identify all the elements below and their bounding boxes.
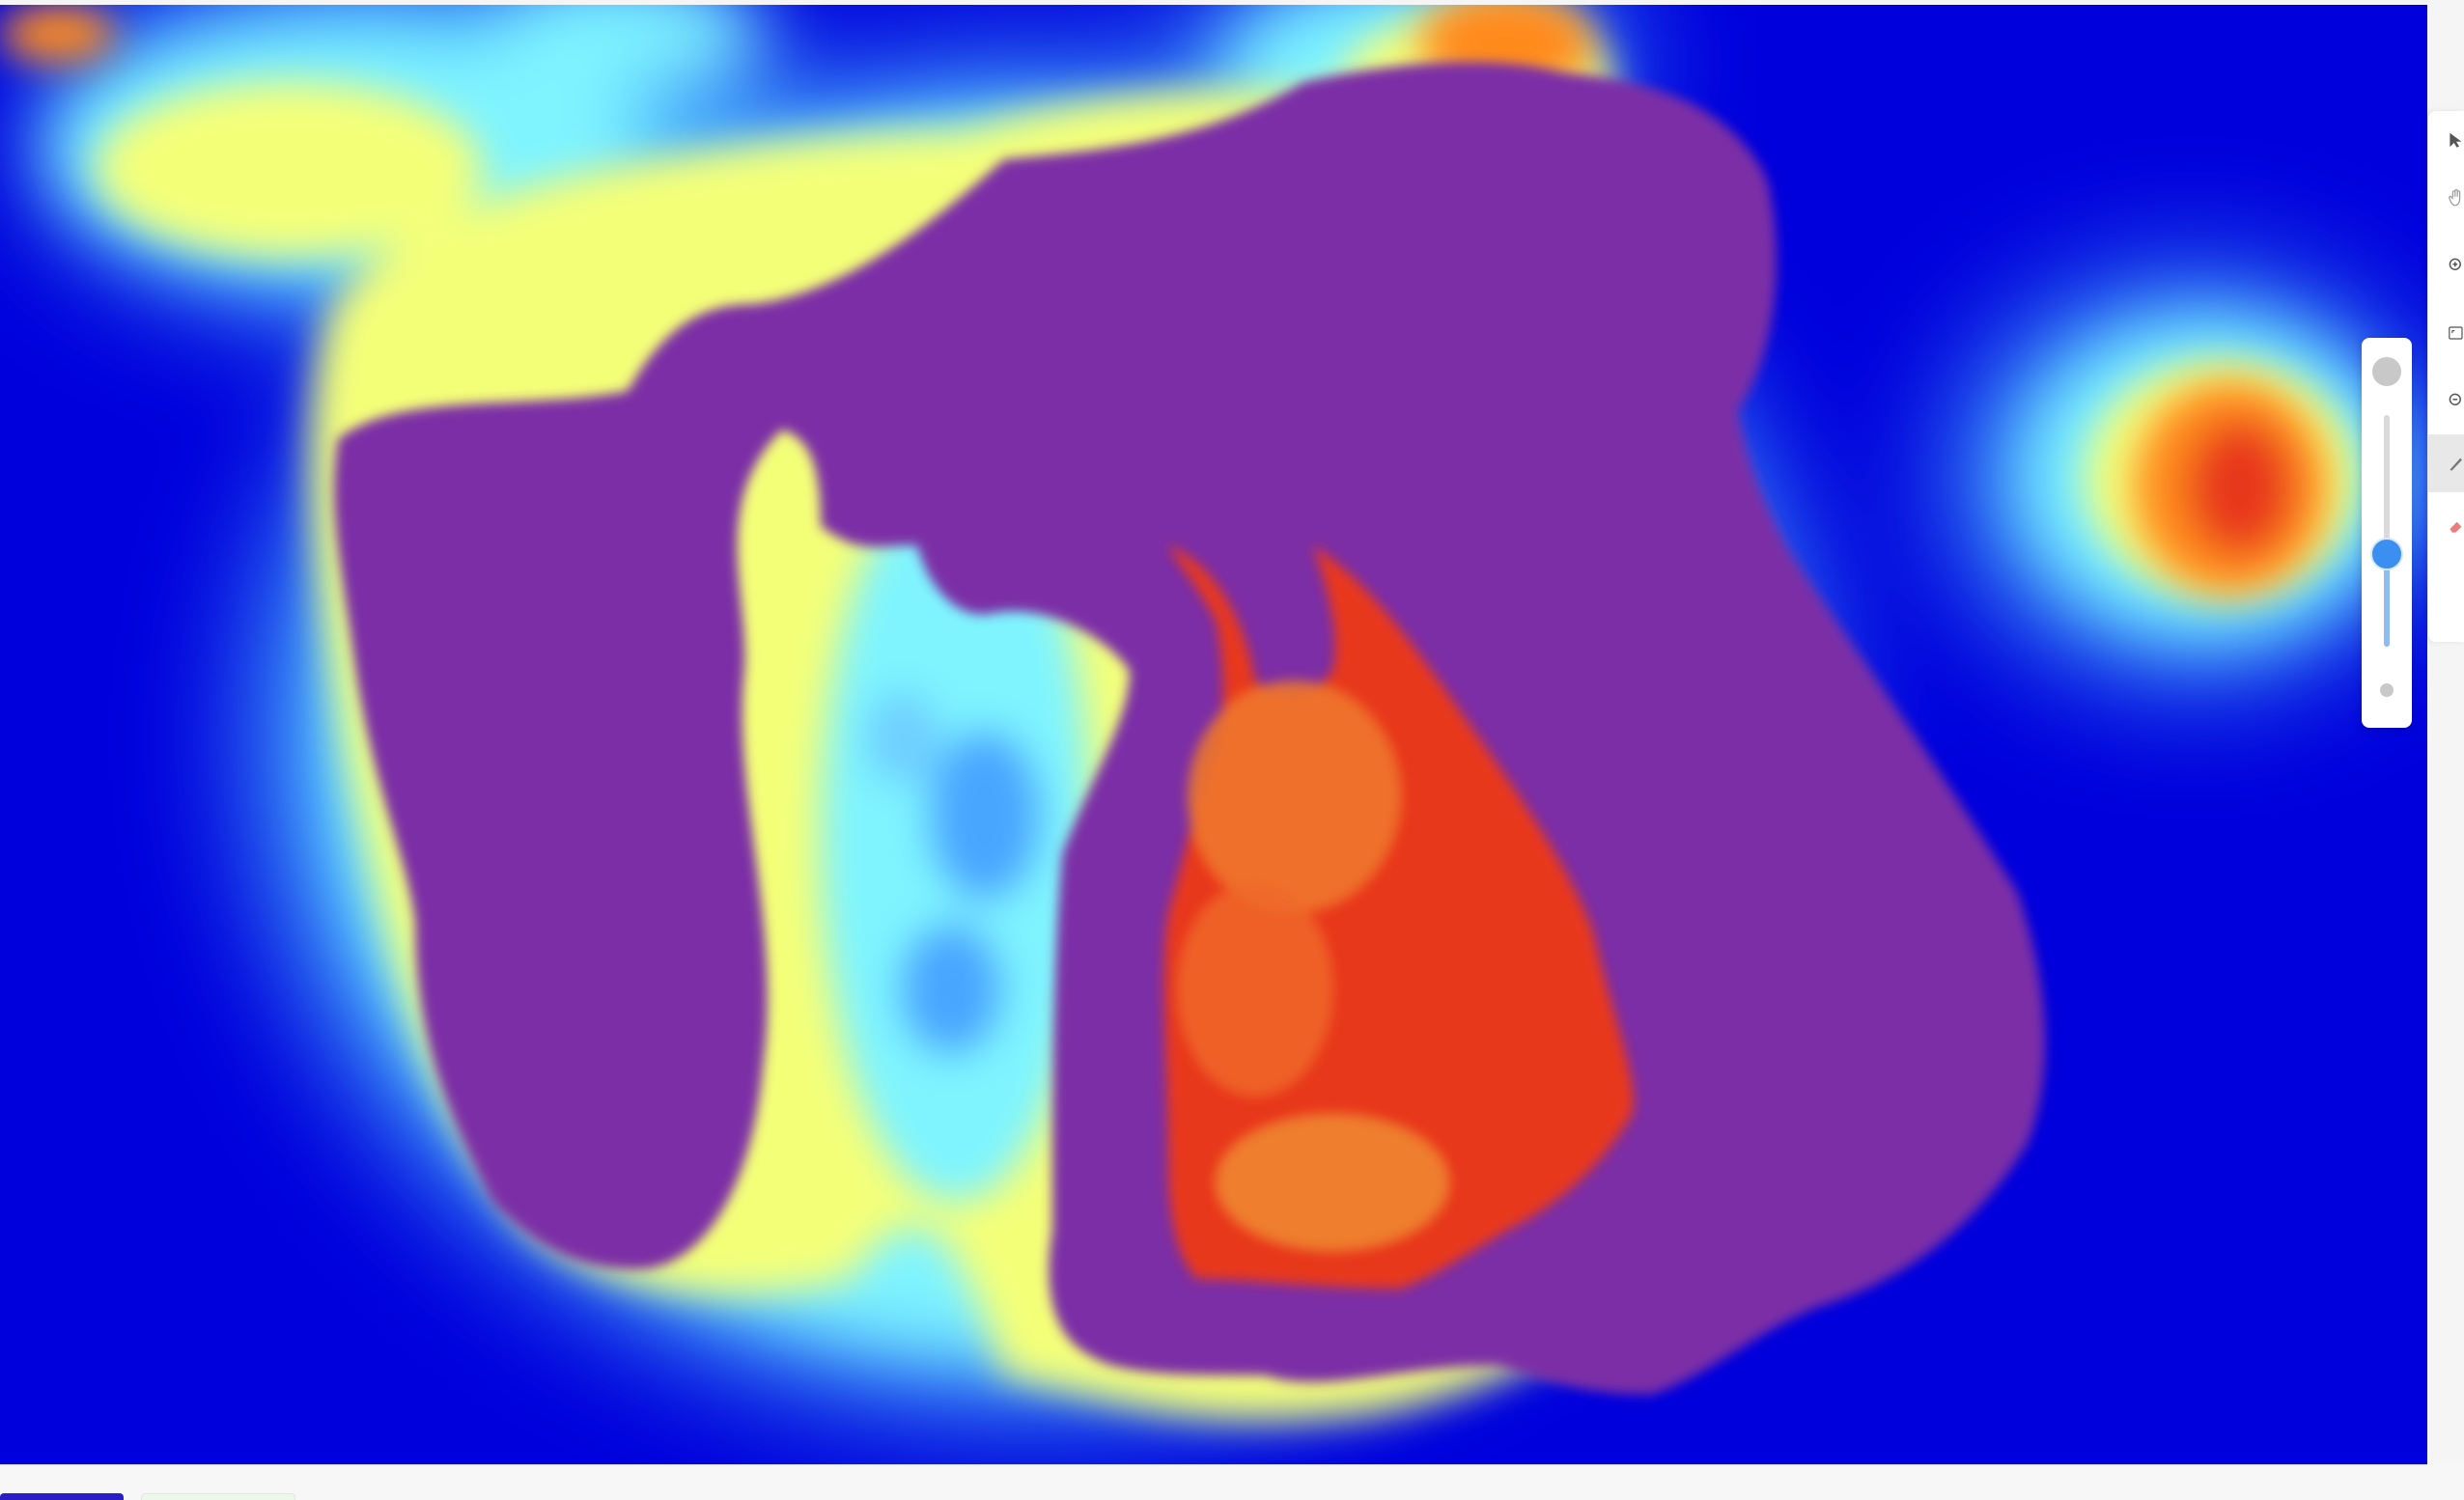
tool-eraser[interactable]	[2428, 497, 2464, 555]
fit-screen-icon	[2449, 326, 2463, 340]
heat-core	[1163, 545, 1634, 1289]
brush-size-large-indicator	[2372, 357, 2401, 386]
brush-icon	[2450, 458, 2462, 471]
brush-size-slider	[2362, 338, 2412, 728]
tool-brush[interactable]	[2428, 434, 2464, 492]
tool-pan[interactable]	[2428, 169, 2464, 227]
tool-zoom-in[interactable]	[2428, 236, 2464, 294]
tool-fit[interactable]	[2428, 304, 2464, 362]
brush-size-fill	[2384, 554, 2390, 647]
eraser-icon	[2450, 521, 2462, 533]
tool-zoom-out[interactable]	[2428, 372, 2464, 430]
heatmap-canvas[interactable]	[0, 5, 2427, 1464]
brush-size-small-indicator	[2380, 683, 2394, 697]
heatmap-image	[0, 5, 2423, 1421]
brush-size-track[interactable]	[2384, 415, 2390, 647]
tool-pointer[interactable]	[2428, 111, 2464, 169]
tool-panel	[2427, 111, 2464, 642]
zoom-in-icon	[2449, 258, 2461, 270]
zoom-out-icon	[2449, 393, 2461, 405]
brush-size-handle[interactable]	[2370, 538, 2403, 570]
bottom-bar	[0, 1464, 2464, 1500]
pointer-icon	[2450, 132, 2462, 148]
bottom-tab-secondary[interactable]	[141, 1493, 295, 1500]
bottom-tab-primary[interactable]	[0, 1493, 124, 1500]
hand-icon	[2449, 189, 2461, 207]
heat-valley	[821, 468, 1091, 1202]
